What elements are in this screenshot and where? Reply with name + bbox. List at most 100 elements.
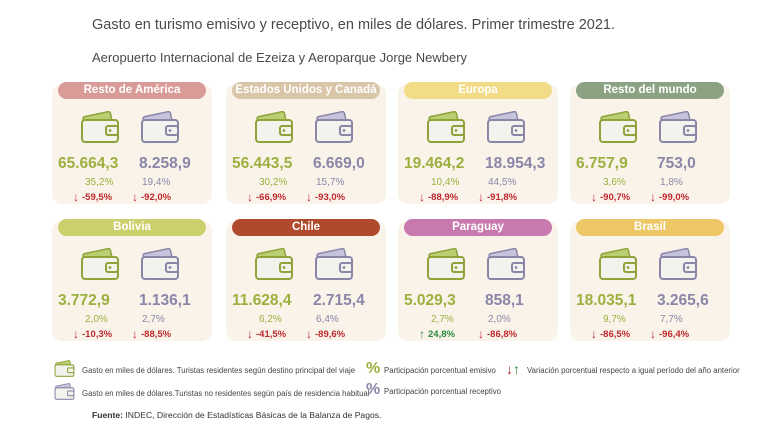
var-receptivo: ↓ -99,0%	[650, 190, 689, 204]
region-card: Bolivia 3.772,9 1.136,1 2,0% 2,7% ↓ -10,3% ↓ -88…	[52, 219, 212, 341]
region-name: Paraguay	[404, 219, 552, 236]
arrow-down-icon: ↓	[132, 190, 138, 204]
var-emisivo: ↑ 24,8%	[419, 327, 455, 341]
arrow-down-icon: ↓	[132, 327, 138, 341]
wallet-receptivo-icon	[659, 111, 697, 143]
arrow-down-icon: ↓	[306, 190, 312, 204]
arrow-down-icon: ↓	[650, 327, 656, 341]
var-emisivo-value: -86,5%	[600, 328, 631, 340]
pct-emisivo: 2,7%	[431, 314, 454, 325]
legend-pct-emisivo-text: Participación porcentual emisivo	[384, 366, 496, 375]
wallet-receptivo-icon	[659, 248, 697, 280]
receptivo-value: 1.136,1	[139, 292, 191, 309]
var-receptivo: ↓ -88,5%	[132, 327, 171, 341]
region-name: Resto del mundo	[576, 82, 724, 99]
emisivo-value: 56.443,5	[232, 155, 293, 172]
pct-receptivo: 44,5%	[488, 177, 517, 188]
arrow-down-icon: ↓	[478, 327, 484, 341]
pct-receptivo: 2,0%	[488, 314, 511, 325]
legend-variation-text: Variación porcentual respecto a igual pe…	[527, 366, 740, 375]
receptivo-value: 6.669,0	[313, 155, 365, 172]
emisivo-value: 18.035,1	[576, 292, 637, 309]
wallet-emisivo-icon	[81, 111, 119, 143]
region-card: Resto del mundo 6.757,9 753,0 3,6% 1,8% ↓ -90,…	[570, 82, 730, 204]
legend-pct-receptivo-text: Participación porcentual receptivo	[384, 387, 502, 396]
var-receptivo-value: -91,8%	[487, 191, 518, 203]
var-emisivo: ↓ -88,9%	[419, 190, 458, 204]
var-emisivo-value: -66,9%	[256, 191, 287, 203]
wallet-emisivo-icon	[81, 248, 119, 280]
arrow-down-icon: ↓	[591, 190, 597, 204]
source-note: Fuente: INDEC, Dirección de Estadísticas…	[92, 410, 381, 420]
region-card: Paraguay 5.029,3 858,1 2,7% 2,0% ↑ 24,8% ↓ -86,8…	[398, 219, 558, 341]
var-emisivo: ↓ -59,5%	[73, 190, 112, 204]
var-receptivo: ↓ -86,8%	[478, 327, 517, 341]
region-name: Bolivia	[58, 219, 206, 236]
var-emisivo-value: -88,9%	[428, 191, 459, 203]
var-receptivo-value: -88,5%	[141, 328, 172, 340]
receptivo-value: 3.265,6	[657, 292, 709, 309]
region-name: Europa	[404, 82, 552, 99]
arrow-down-icon: ↓	[247, 327, 253, 341]
var-emisivo: ↓ -41,5%	[247, 327, 286, 341]
var-receptivo-value: -92,0%	[141, 191, 172, 203]
wallet-emisivo-icon	[427, 248, 465, 280]
pct-receptivo-symbol: %	[366, 381, 381, 398]
region-name: Resto de América	[58, 82, 206, 99]
pct-receptivo: 19,4%	[142, 177, 171, 188]
wallet-emisivo-legend-icon	[54, 360, 75, 377]
pct-emisivo-symbol: %	[366, 360, 381, 377]
region-name: Estados Unidos y Canadá	[232, 82, 380, 99]
legend-emisivo-text: Gasto en miles de dólares. Turistas resi…	[82, 366, 356, 375]
var-emisivo-value: -59,5%	[82, 191, 113, 203]
var-receptivo-value: -86,8%	[487, 328, 518, 340]
var-emisivo: ↓ -90,7%	[591, 190, 630, 204]
arrow-up-icon: ↑	[419, 327, 425, 341]
source-text: INDEC, Dirección de Estadísticas Básicas…	[123, 410, 382, 420]
var-emisivo: ↓ -10,3%	[73, 327, 112, 341]
emisivo-value: 11.628,4	[232, 292, 292, 309]
var-receptivo: ↓ -92,0%	[132, 190, 171, 204]
receptivo-value: 2.715,4	[313, 292, 365, 309]
region-card: Chile 11.628,4 2.715,4 6,2% 6,4% ↓ -41,5% ↓ -89,…	[226, 219, 386, 341]
pct-receptivo: 2,7%	[142, 314, 165, 325]
region-card: Resto de América 65.664,3 8.258,9 35,2% 19,4…	[52, 82, 212, 204]
pct-emisivo: 2,0%	[85, 314, 108, 325]
page-subtitle: Aeropuerto Internacional de Ezeiza y Aer…	[92, 50, 468, 65]
variation-arrows-icon: ↓↑	[506, 361, 520, 377]
wallet-receptivo-icon	[315, 111, 353, 143]
var-receptivo: ↓ -93,0%	[306, 190, 345, 204]
region-card: Estados Unidos y Canadá 56.443,5 6.669,0 30…	[226, 82, 386, 204]
pct-receptivo: 6,4%	[316, 314, 339, 325]
var-emisivo-value: -90,7%	[600, 191, 631, 203]
pct-receptivo: 7,7%	[660, 314, 683, 325]
emisivo-value: 65.664,3	[58, 155, 119, 172]
arrow-down-icon: ↓	[247, 190, 253, 204]
pct-emisivo: 30,2%	[259, 177, 288, 188]
receptivo-value: 18.954,3	[485, 155, 546, 172]
var-receptivo-value: -89,6%	[315, 328, 346, 340]
region-name: Brasil	[576, 219, 724, 236]
wallet-receptivo-icon	[315, 248, 353, 280]
wallet-receptivo-icon	[141, 111, 179, 143]
receptivo-value: 858,1	[485, 292, 524, 309]
emisivo-value: 19.464,2	[404, 155, 465, 172]
arrow-down-icon: ↓	[306, 327, 312, 341]
emisivo-value: 5.029,3	[404, 292, 456, 309]
var-emisivo: ↓ -86,5%	[591, 327, 630, 341]
emisivo-value: 3.772,9	[58, 292, 110, 309]
emisivo-value: 6.757,9	[576, 155, 628, 172]
wallet-emisivo-icon	[599, 111, 637, 143]
region-card: Brasil 18.035,1 3.265,6 9,7% 7,7% ↓ -86,5% ↓ -96…	[570, 219, 730, 341]
wallet-receptivo-icon	[141, 248, 179, 280]
region-name: Chile	[232, 219, 380, 236]
legend-receptivo-text: Gasto en miles de dólares.Turistas no re…	[82, 389, 370, 398]
var-emisivo: ↓ -66,9%	[247, 190, 286, 204]
var-receptivo-value: -93,0%	[315, 191, 346, 203]
wallet-receptivo-icon	[487, 248, 525, 280]
receptivo-value: 8.258,9	[139, 155, 191, 172]
var-receptivo-value: -99,0%	[659, 191, 690, 203]
source-label: Fuente:	[92, 410, 124, 420]
arrow-down-icon: ↓	[73, 327, 79, 341]
pct-emisivo: 6,2%	[259, 314, 282, 325]
